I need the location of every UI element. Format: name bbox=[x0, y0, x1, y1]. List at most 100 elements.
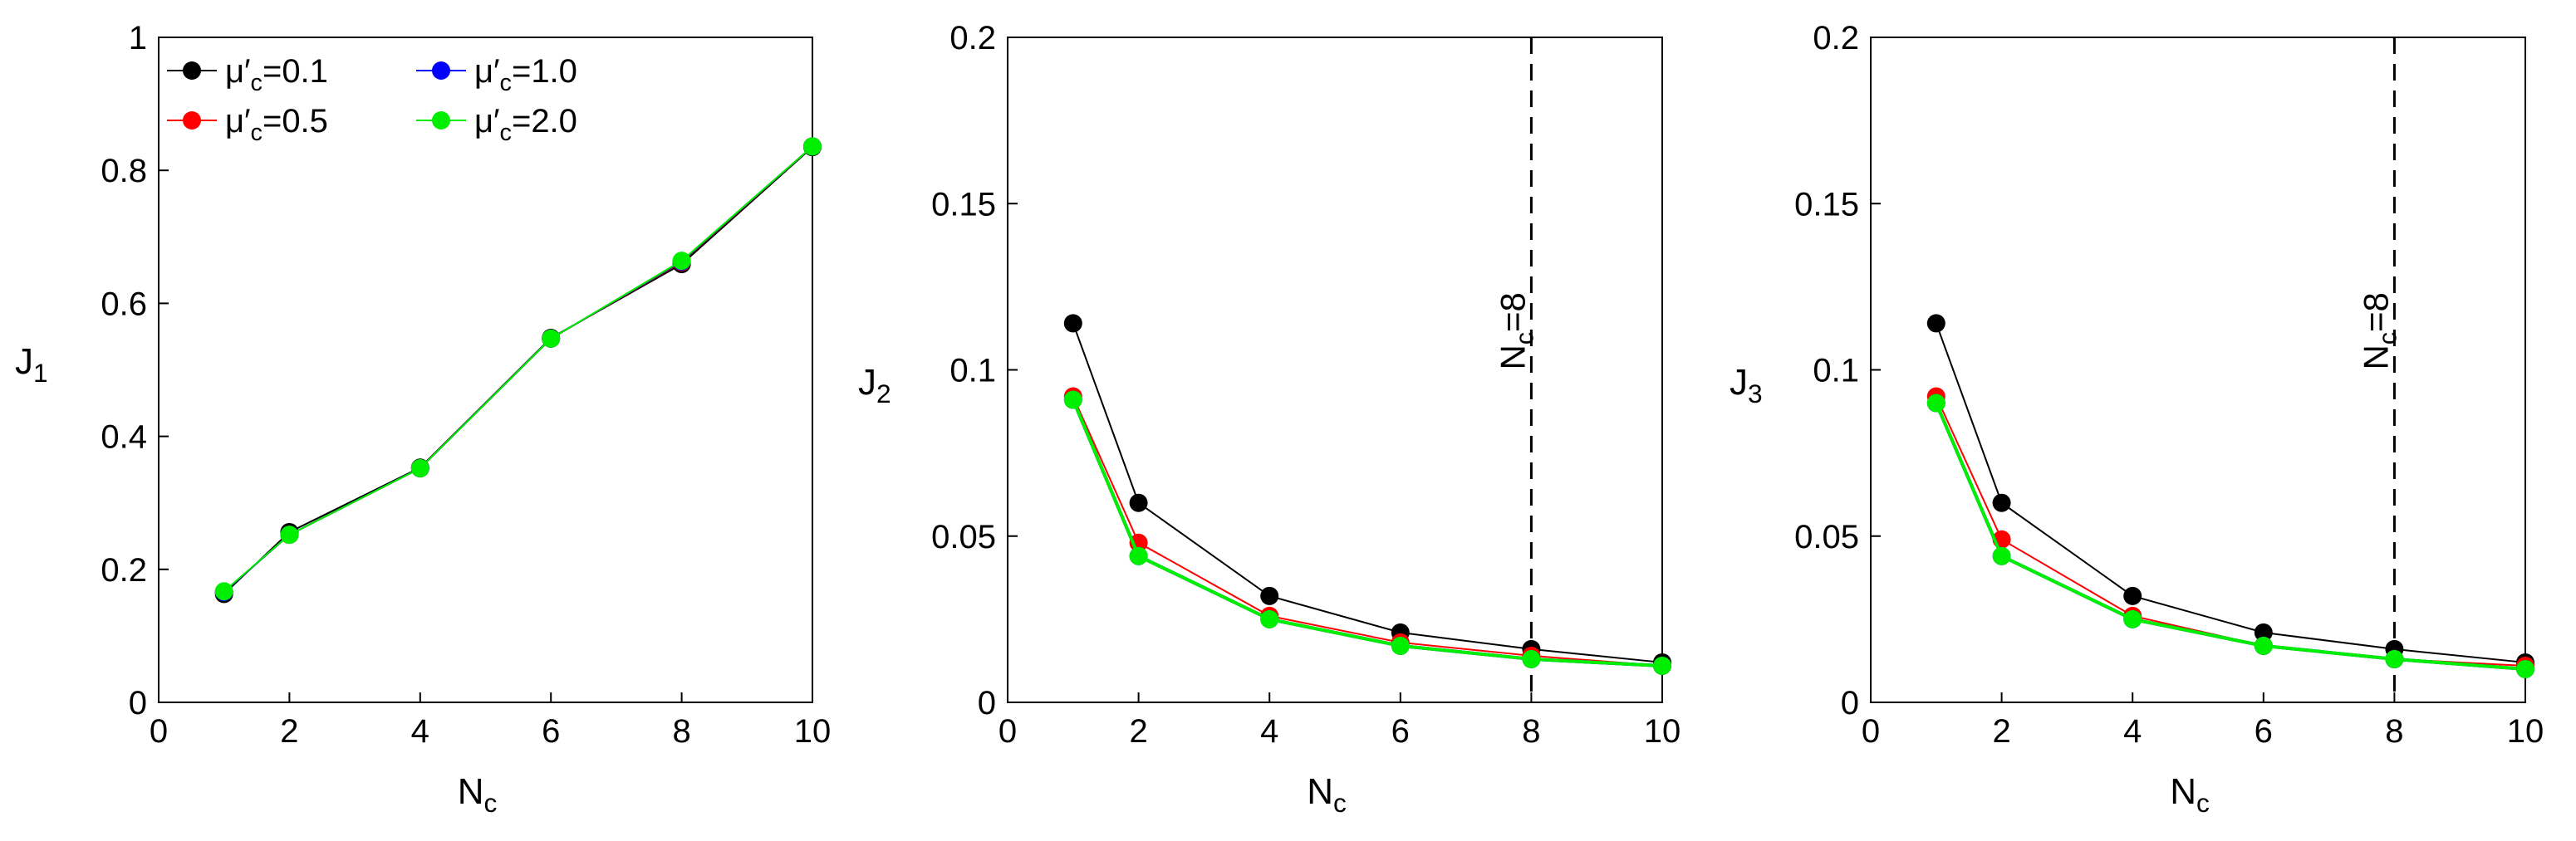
legend-label: μ′c=0.1 bbox=[225, 53, 328, 96]
series-line bbox=[1071, 398, 1663, 667]
x-tick-label: 10 bbox=[794, 713, 832, 750]
data-point bbox=[1391, 636, 1410, 655]
x-axis-label: Nc bbox=[2170, 771, 2210, 818]
reference-line-label: Nc=8 bbox=[2356, 292, 2402, 369]
x-tick-label: 4 bbox=[1260, 713, 1278, 750]
data-point bbox=[1522, 649, 1541, 668]
series-line bbox=[223, 145, 813, 592]
y-tick-label: 0.8 bbox=[101, 153, 147, 189]
data-point bbox=[280, 526, 299, 545]
y-tick-label: 0.4 bbox=[101, 419, 147, 456]
data-point bbox=[2123, 586, 2142, 605]
data-point bbox=[2254, 636, 2273, 655]
series-line bbox=[1934, 402, 2526, 671]
data-point bbox=[1063, 314, 1082, 333]
data-point bbox=[542, 329, 561, 348]
reference-line-label-group: Nc=8 bbox=[1493, 292, 1538, 369]
data-point bbox=[1926, 394, 1945, 413]
y-tick-label: 0.6 bbox=[101, 286, 147, 322]
legend-marker bbox=[183, 111, 201, 130]
data-point bbox=[214, 582, 233, 601]
y-axis-label: J2 bbox=[858, 362, 891, 408]
series-2 bbox=[1926, 387, 2534, 675]
data-point bbox=[1992, 546, 2011, 565]
series-line bbox=[1934, 402, 2526, 671]
data-point bbox=[1992, 493, 2011, 512]
y-tick-label: 0 bbox=[1841, 685, 1859, 721]
x-tick-label: 0 bbox=[150, 713, 168, 750]
series-line bbox=[1935, 396, 2526, 667]
legend: μ′c=0.1 μ′c=1.0 μ′c=0.5 μ′c=2.0 bbox=[167, 53, 577, 146]
y-axis-label: J1 bbox=[15, 341, 48, 388]
legend-label: μ′c=0.5 bbox=[225, 103, 328, 146]
x-tick-label: 2 bbox=[1992, 713, 2010, 750]
data-point bbox=[1260, 609, 1279, 628]
y-tick-label: 0.15 bbox=[1794, 186, 1859, 222]
legend-entry-1: μ′c=0.1 bbox=[167, 53, 328, 96]
legend-entry-4: μ′c=2.0 bbox=[416, 103, 577, 146]
data-point bbox=[2123, 609, 2142, 628]
series-2 bbox=[1063, 387, 1671, 675]
legend-marker bbox=[432, 61, 450, 80]
x-tick-label: 6 bbox=[1391, 713, 1410, 750]
series-line bbox=[1935, 323, 2526, 663]
data-point bbox=[672, 252, 691, 271]
data-point bbox=[2516, 659, 2534, 678]
y-tick-label: 0 bbox=[129, 685, 147, 721]
reference-line-label: Nc=8 bbox=[1493, 292, 1538, 369]
data-point bbox=[1926, 314, 1945, 333]
series-3 bbox=[1063, 390, 1671, 675]
x-tick-label: 2 bbox=[280, 713, 298, 750]
y-tick-label: 0 bbox=[978, 685, 996, 721]
y-tick-label: 0.2 bbox=[1813, 20, 1859, 56]
reference-line-label-group: Nc=8 bbox=[2356, 292, 2402, 369]
x-tick-label: 8 bbox=[1522, 713, 1540, 750]
x-tick-label: 4 bbox=[2123, 713, 2142, 750]
y-tick-label: 0.1 bbox=[949, 353, 996, 389]
plot-frame bbox=[1870, 37, 2526, 703]
data-point bbox=[1063, 390, 1082, 409]
series-line bbox=[1071, 398, 1663, 667]
x-tick-label: 10 bbox=[2507, 713, 2544, 750]
x-tick-label: 10 bbox=[1644, 713, 1681, 750]
x-tick-label: 6 bbox=[2255, 713, 2273, 750]
data-point bbox=[803, 137, 822, 156]
series-4 bbox=[214, 137, 822, 601]
data-point bbox=[410, 459, 429, 478]
x-tick-label: 6 bbox=[542, 713, 560, 750]
x-tick-label: 4 bbox=[411, 713, 429, 750]
legend-entry-3: μ′c=0.5 bbox=[167, 103, 328, 146]
legend-label: μ′c=1.0 bbox=[474, 53, 577, 96]
plot-frame bbox=[158, 37, 813, 703]
series-4 bbox=[1063, 390, 1671, 675]
data-point bbox=[1260, 586, 1279, 605]
y-tick-label: 1 bbox=[129, 20, 147, 56]
chart-panel-2: 0 2 4 6 8 10 0 0.05 0.1 0.15 0.2 Nc J2 Nc=8 bbox=[858, 20, 1681, 818]
data-point bbox=[1129, 493, 1148, 512]
x-tick-label: 0 bbox=[999, 713, 1017, 750]
x-tick-label: 0 bbox=[1862, 713, 1880, 750]
series-1 bbox=[1063, 314, 1671, 672]
data-point bbox=[2385, 649, 2404, 668]
y-axis-label: J3 bbox=[1730, 362, 1763, 408]
legend-entry-2: μ′c=1.0 bbox=[416, 53, 577, 96]
legend-label: μ′c=2.0 bbox=[474, 103, 577, 146]
x-tick-label: 8 bbox=[2385, 713, 2403, 750]
legend-marker bbox=[432, 111, 450, 130]
series-line bbox=[1072, 323, 1663, 663]
y-tick-label: 0.05 bbox=[931, 519, 996, 555]
y-tick-label: 0.15 bbox=[931, 186, 996, 222]
data-point bbox=[2254, 623, 2273, 642]
series-line bbox=[1072, 396, 1663, 667]
plot-frame bbox=[1007, 37, 1663, 703]
chart-panel-3: 0 2 4 6 8 10 0 0.05 0.1 0.15 0.2 Nc J3 Nc=8 bbox=[1730, 20, 2544, 818]
series-1 bbox=[1926, 314, 2534, 672]
x-axis-label: Nc bbox=[458, 771, 498, 818]
data-point bbox=[1653, 656, 1671, 675]
series-3 bbox=[1926, 394, 2534, 678]
x-tick-label: 8 bbox=[672, 713, 690, 750]
y-tick-label: 0.2 bbox=[949, 20, 996, 56]
